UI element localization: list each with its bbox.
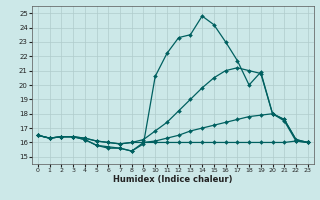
X-axis label: Humidex (Indice chaleur): Humidex (Indice chaleur) bbox=[113, 175, 233, 184]
